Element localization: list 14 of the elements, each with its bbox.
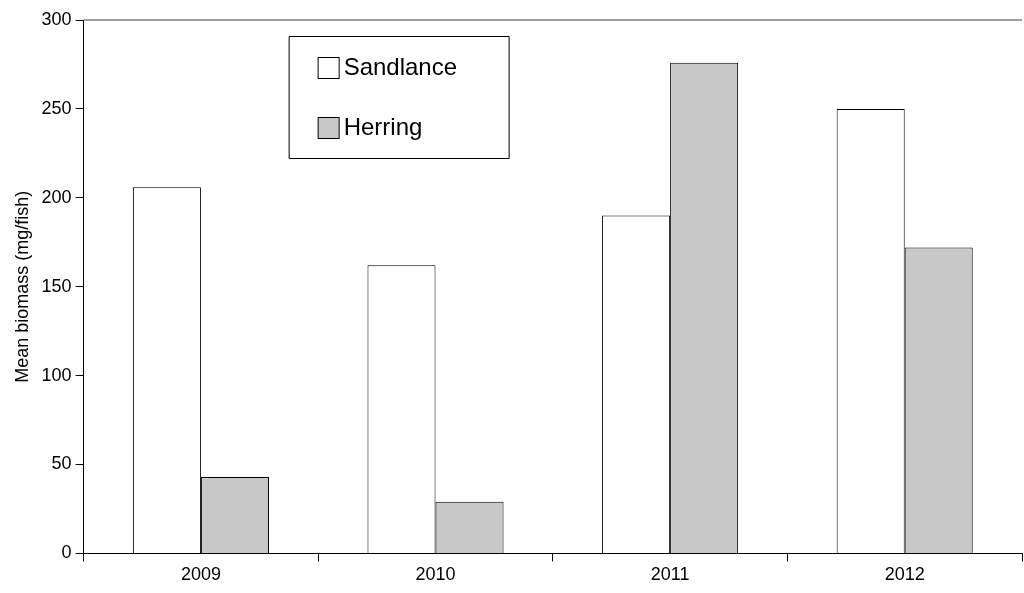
y-tick-label: 250 [41, 97, 72, 118]
y-axis-title: Mean biomass (mg/fish) [11, 190, 32, 383]
y-tick-label: 50 [51, 453, 72, 474]
y-tick-label: 200 [41, 186, 72, 207]
y-tick-label: 300 [41, 8, 72, 29]
y-tick-label: 150 [41, 275, 72, 296]
x-tick-label: 2009 [180, 564, 221, 585]
y-tick-label: 100 [41, 364, 72, 385]
x-tick-label: 2010 [415, 564, 456, 585]
legend-label: Herring [343, 112, 423, 140]
x-tick-label: 2011 [650, 564, 690, 585]
legend-label: Sandlance [343, 52, 458, 80]
y-tick-label: 0 [61, 542, 72, 563]
x-tick-label: 2012 [884, 564, 925, 585]
